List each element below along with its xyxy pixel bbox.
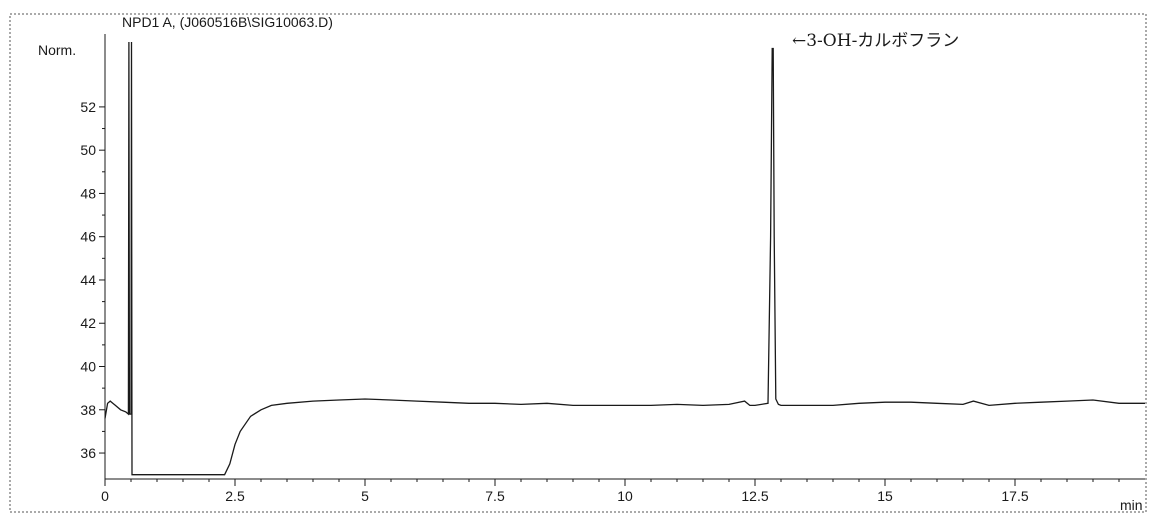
plot-frame: [9, 13, 1147, 513]
y-tick-label: 36: [80, 445, 96, 461]
x-tick-label: 0: [101, 488, 109, 504]
y-tick-label: 48: [80, 185, 96, 201]
y-tick-label: 38: [80, 402, 96, 418]
peak-annotation: ←3-OH-カルボフラン: [792, 31, 959, 51]
y-axis-label: Norm.: [38, 42, 76, 58]
y-axis: 36 38 40 42 44 46 48 50 52: [80, 34, 106, 479]
x-tick-label: 10: [617, 488, 633, 504]
x-tick-label: 7.5: [485, 488, 505, 504]
x-tick-label: 15: [877, 488, 893, 504]
x-tick-label: 17.5: [1001, 488, 1028, 504]
x-tick-label: 5: [361, 488, 369, 504]
series-layer: [104, 41, 1145, 476]
chart-title: NPD1 A, (J060516B\SIG10063.D): [122, 14, 333, 30]
x-axis-label: min: [1120, 497, 1143, 513]
y-tick-label: 50: [80, 142, 96, 158]
y-tick-label: 44: [80, 272, 96, 288]
x-tick-label: 2.5: [225, 488, 245, 504]
chromatogram-trace: [104, 41, 1145, 476]
y-tick-label: 52: [80, 99, 96, 115]
y-tick-label: 42: [80, 315, 96, 331]
y-tick-label: 40: [80, 359, 96, 375]
x-tick-label: 12.5: [741, 488, 768, 504]
x-axis: 0 2.5 5 7.5 10 12.5 15 17.5: [101, 478, 1145, 504]
y-tick-label: 46: [80, 229, 96, 245]
